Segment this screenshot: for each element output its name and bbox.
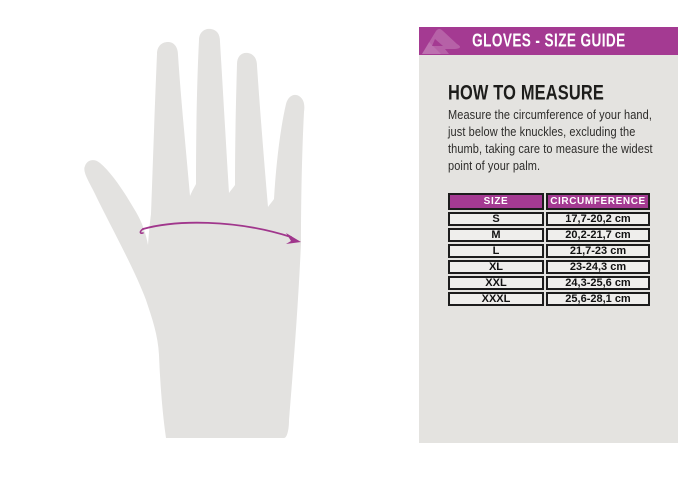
circumference-cell: 24,3-25,6 cm bbox=[546, 276, 650, 290]
circumference-cell: 21,7-23 cm bbox=[546, 244, 650, 258]
page-title: GLOVES - SIZE GUIDE bbox=[471, 30, 626, 51]
body-line: thumb, taking care to measure the widest bbox=[448, 142, 653, 156]
measure-arrow bbox=[139, 221, 301, 244]
header-banner: GLOVES - SIZE GUIDE bbox=[419, 27, 678, 55]
body-line: just below the knuckles, excluding the bbox=[448, 125, 636, 139]
how-to-measure-heading: HOW TO MEASURE bbox=[448, 81, 604, 105]
size-cell: M bbox=[448, 228, 544, 242]
how-to-measure-text: Measure the circumference of your hand, … bbox=[448, 107, 681, 175]
table-row: M 20,2-21,7 cm bbox=[448, 228, 650, 242]
size-cell: XXL bbox=[448, 276, 544, 290]
hand-illustration-svg bbox=[84, 28, 305, 438]
table-row: XL 23-24,3 cm bbox=[448, 260, 650, 274]
size-cell: S bbox=[448, 212, 544, 226]
hand-illustration bbox=[84, 28, 305, 438]
body-line: Measure the circumference of your hand, bbox=[448, 108, 652, 122]
circumference-cell: 20,2-21,7 cm bbox=[546, 228, 650, 242]
arrowhead bbox=[286, 233, 301, 244]
hand-silhouette bbox=[84, 28, 305, 438]
table-row: XXXL 25,6-28,1 cm bbox=[448, 292, 650, 306]
circumference-column-header: CIRCUMFERENCE bbox=[546, 193, 650, 210]
table-row: XXL 24,3-25,6 cm bbox=[448, 276, 650, 290]
size-cell: XXXL bbox=[448, 292, 544, 306]
info-panel: HOW TO MEASURE Measure the circumference… bbox=[419, 55, 678, 443]
size-cell: XL bbox=[448, 260, 544, 274]
circumference-cell: 17,7-20,2 cm bbox=[546, 212, 650, 226]
size-table: SIZE CIRCUMFERENCE S 17,7-20,2 cm M 20,2… bbox=[446, 191, 652, 308]
table-header-row: SIZE CIRCUMFERENCE bbox=[448, 193, 650, 210]
body-line: point of your palm. bbox=[448, 159, 541, 173]
table-row: L 21,7-23 cm bbox=[448, 244, 650, 258]
size-column-header: SIZE bbox=[448, 193, 544, 210]
circumference-cell: 23-24,3 cm bbox=[546, 260, 650, 274]
brand-logo-icon bbox=[422, 29, 461, 54]
table-row: S 17,7-20,2 cm bbox=[448, 212, 650, 226]
circumference-cell: 25,6-28,1 cm bbox=[546, 292, 650, 306]
size-cell: L bbox=[448, 244, 544, 258]
